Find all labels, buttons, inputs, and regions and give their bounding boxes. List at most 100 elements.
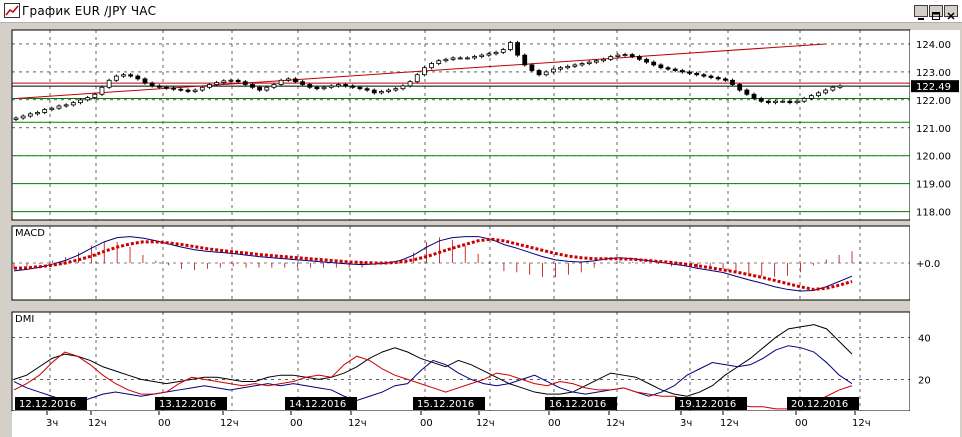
candle-body (357, 86, 363, 90)
candle-body (515, 42, 520, 56)
current-price-label: 122.49 (916, 82, 951, 93)
candle-body (113, 75, 119, 81)
candle-body (507, 42, 513, 50)
candle-body (730, 79, 735, 85)
hour-label: 00 (290, 418, 303, 429)
candle-body (701, 74, 707, 77)
candle-body (307, 84, 313, 88)
candle-body (429, 63, 434, 69)
date-label: 16.12.2016 (549, 399, 606, 410)
candle-body (823, 89, 829, 94)
date-label-bg (155, 397, 227, 410)
candle-body (550, 68, 556, 73)
candle-body (665, 67, 671, 70)
candle-body (149, 82, 155, 87)
date-label: 20.12.2016 (791, 399, 848, 410)
dmi-tick-label: 20 (918, 375, 931, 386)
macd-label: MACD (15, 228, 45, 239)
candle-body (278, 79, 284, 85)
candle-body (694, 72, 700, 76)
candle-body (228, 79, 234, 82)
candle-body (765, 100, 771, 104)
candle-body (13, 117, 19, 120)
hour-label: 12ч (720, 418, 739, 429)
trend-line (15, 43, 826, 99)
candle-body (529, 64, 535, 71)
candle-body (142, 78, 148, 84)
candle-body (314, 86, 320, 90)
candle-body (49, 107, 55, 111)
candle-body (364, 88, 370, 91)
candle-body (379, 91, 384, 94)
minimize-icon (918, 18, 924, 20)
candle-body (593, 60, 599, 63)
candle-body (328, 85, 334, 88)
candle-body (321, 86, 327, 90)
candle-body (457, 57, 463, 60)
candle-body (221, 80, 227, 83)
date-label-bg (675, 397, 747, 410)
candle-body (522, 54, 528, 66)
candle-body (407, 81, 413, 87)
candle-body (293, 78, 298, 83)
close-button[interactable] (944, 5, 958, 20)
candle-body (565, 65, 571, 69)
candle-body (78, 99, 83, 104)
candle-body (543, 71, 549, 76)
date-label-bg (787, 397, 859, 410)
hour-label: 12ч (476, 418, 495, 429)
candle-body (744, 89, 750, 95)
minimize-button[interactable] (914, 5, 928, 20)
maximize-button[interactable] (929, 5, 943, 20)
hour-label: 12ч (348, 418, 367, 429)
candle-body (199, 86, 205, 91)
candle-body (400, 85, 406, 90)
candle-body (214, 82, 220, 85)
candle-body (192, 89, 198, 92)
title-bar[interactable]: График EUR /JPY ЧАС (0, 0, 962, 23)
chart-canvas[interactable]: 118.00 119.00 120.00 121.00 122.00 123.00 124.… (0, 22, 962, 437)
candle-body (808, 95, 814, 99)
candle-body (636, 56, 642, 60)
macd-zero-label: +0.0 (916, 259, 940, 270)
dmi-series-adx (13, 324, 853, 397)
candle-body (615, 54, 621, 57)
candle-body (586, 61, 592, 64)
chart-app-icon (4, 3, 20, 18)
window-title: График EUR /JPY ЧАС (22, 4, 157, 18)
candle-body (135, 75, 141, 80)
right-axis-strip (910, 30, 960, 411)
candle-body (658, 64, 664, 69)
candle-body (336, 84, 341, 87)
current-price-marker (911, 80, 959, 93)
candle-body (92, 93, 98, 99)
date-label: 12.12.2016 (19, 399, 76, 410)
candle-body (185, 89, 191, 92)
candle-body (436, 60, 442, 64)
price-tick-label: 124.00 (916, 40, 951, 51)
candle-body (493, 51, 499, 55)
date-label: 14.12.2016 (289, 399, 346, 410)
candle-body (350, 85, 356, 88)
candle-body (300, 81, 306, 85)
candle-body (816, 92, 821, 97)
price-panel (11, 29, 911, 221)
candle-body (414, 74, 420, 83)
candle-body (644, 58, 649, 63)
candle-body (773, 100, 778, 104)
hour-label: 12ч (88, 418, 107, 429)
candle-body (651, 61, 657, 66)
candle-body (171, 87, 177, 90)
candle-body (708, 75, 714, 78)
date-label-bg (545, 397, 617, 410)
candle-body (801, 98, 807, 102)
macd-series-signal (13, 237, 853, 291)
date-label-bg (413, 397, 485, 410)
hour-label: 3ч (46, 418, 58, 429)
candle-body (629, 54, 635, 57)
candle-body (472, 56, 477, 59)
candle-body (751, 93, 757, 99)
candle-body (35, 112, 40, 115)
candle-body (343, 84, 349, 87)
candle-body (450, 57, 456, 60)
